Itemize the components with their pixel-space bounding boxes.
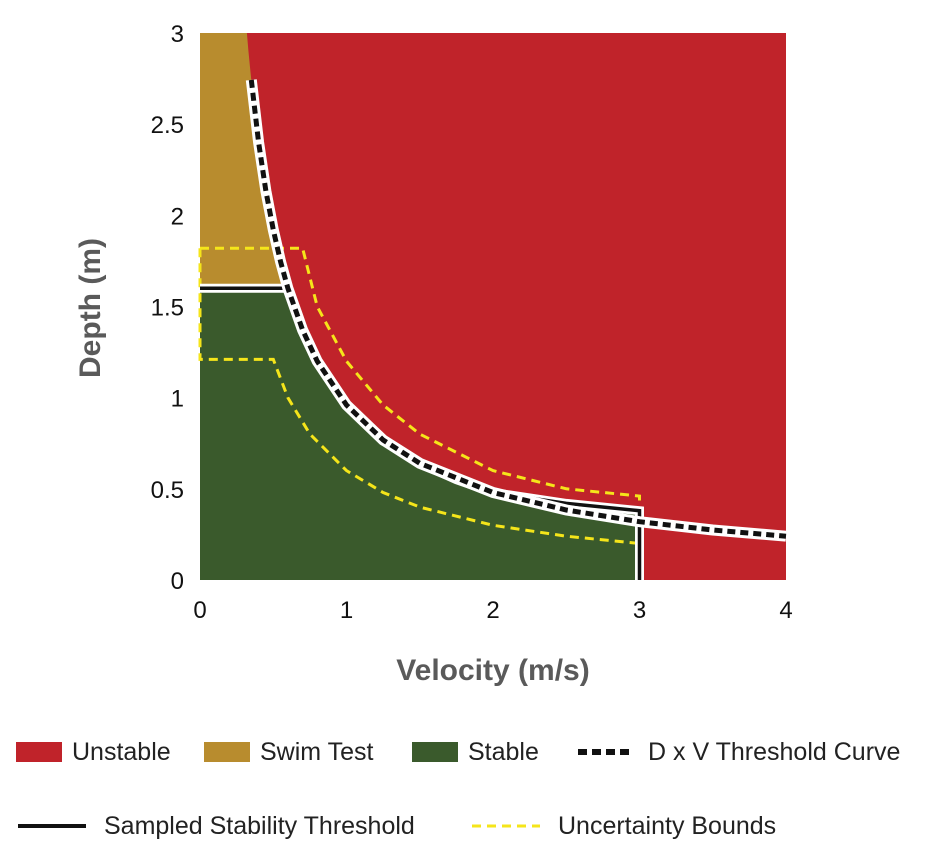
legend-label-stable: Stable bbox=[468, 737, 539, 766]
stable-region bbox=[200, 288, 640, 580]
stable-swatch bbox=[412, 742, 458, 762]
y-tick-label: 2 bbox=[171, 203, 184, 230]
legend-item-unstable: Unstable bbox=[16, 732, 171, 772]
x-tick-label: 0 bbox=[193, 597, 206, 624]
unstable-swatch bbox=[16, 742, 62, 762]
legend-label-dv-curve: D x V Threshold Curve bbox=[648, 737, 901, 766]
legend-row-1: Unstable Swim Test Stable D x V Threshol… bbox=[0, 732, 926, 772]
y-tick-label: 2.5 bbox=[151, 112, 184, 139]
legend-label-uncertainty: Uncertainty Bounds bbox=[558, 811, 777, 840]
uncertainty-bound-lower bbox=[198, 248, 640, 545]
y-axis-ticks: 0 0.5 1 1.5 2 2.5 3 bbox=[151, 21, 184, 595]
legend-label-sampled: Sampled Stability Threshold bbox=[104, 811, 415, 840]
x-tick-label: 2 bbox=[486, 597, 499, 624]
legend-item-stable: Stable bbox=[412, 732, 539, 772]
y-tick-label: 1 bbox=[171, 386, 184, 413]
legend-item-dv-curve: D x V Threshold Curve bbox=[578, 732, 900, 772]
x-tick-label: 4 bbox=[779, 597, 792, 624]
x-axis-title: Velocity (m/s) bbox=[396, 654, 589, 687]
x-tick-label: 1 bbox=[340, 597, 353, 624]
swim-test-swatch bbox=[204, 742, 250, 762]
dv-curve-swatch bbox=[578, 742, 634, 762]
legend-row-2: Sampled Stability Threshold Uncertainty … bbox=[0, 806, 926, 846]
y-tick-label: 3 bbox=[171, 21, 184, 48]
stability-chart: 0 0.5 1 1.5 2 2.5 3 0 1 2 3 4 Velocity (m/s) Depth… bbox=[74, 21, 793, 687]
legend-item-sampled: Sampled Stability Threshold bbox=[18, 806, 415, 846]
uncertainty-bound-upper bbox=[200, 246, 641, 544]
uncertainty-swatch bbox=[472, 816, 540, 836]
legend-label-swim-test: Swim Test bbox=[260, 737, 374, 766]
x-tick-label: 3 bbox=[633, 597, 646, 624]
plot-area bbox=[198, 33, 787, 580]
y-tick-label: 1.5 bbox=[151, 295, 184, 322]
sampled-swatch bbox=[18, 816, 86, 836]
swim-test-region bbox=[200, 33, 288, 289]
y-tick-label: 0 bbox=[171, 568, 184, 595]
y-axis-title: Depth (m) bbox=[74, 238, 107, 378]
legend-item-swim-test: Swim Test bbox=[204, 732, 373, 772]
x-axis-ticks: 0 1 2 3 4 bbox=[193, 597, 792, 624]
y-tick-label: 0.5 bbox=[151, 477, 184, 504]
legend-label-unstable: Unstable bbox=[72, 737, 171, 766]
legend-item-uncertainty: Uncertainty Bounds bbox=[472, 806, 776, 846]
dv-curve-line bbox=[248, 79, 787, 539]
